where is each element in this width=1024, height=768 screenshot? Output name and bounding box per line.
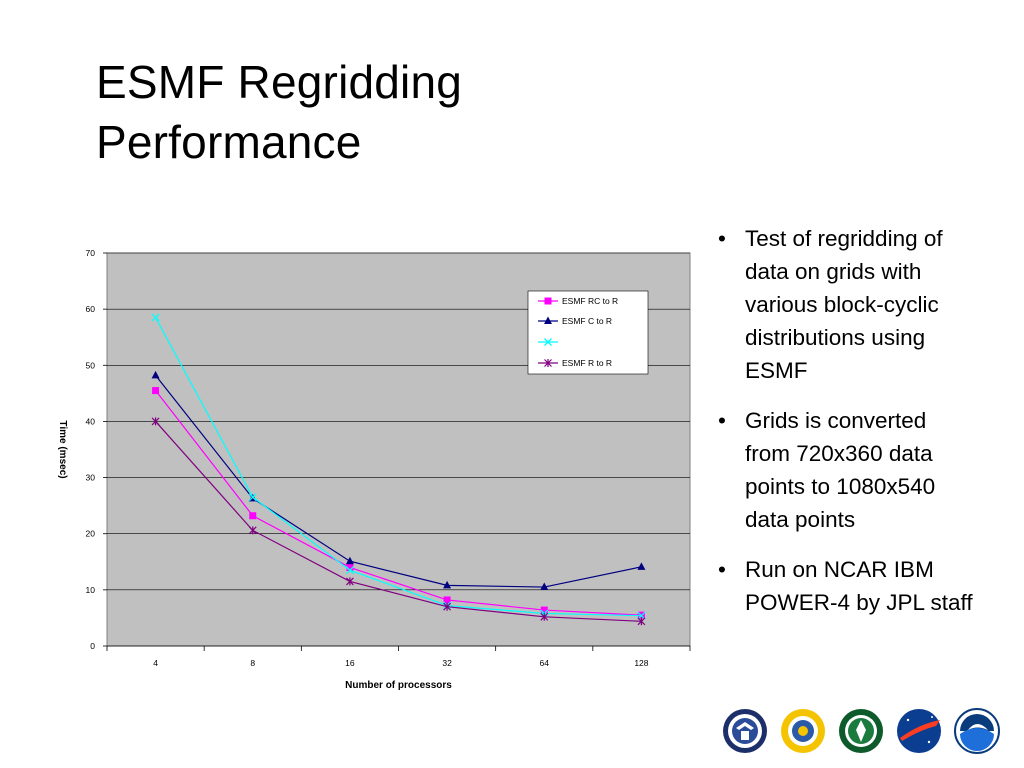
data-point	[151, 313, 160, 322]
data-point	[443, 602, 452, 611]
data-point	[637, 562, 646, 570]
y-tick-label: 40	[86, 416, 96, 426]
legend-marker	[544, 316, 552, 324]
legend-label: ESMF R to R	[562, 358, 612, 368]
y-tick-label: 0	[90, 641, 95, 651]
x-axis-label: Number of processors	[345, 680, 452, 691]
x-tick-label: 16	[345, 658, 355, 668]
legend-marker	[544, 297, 552, 305]
nasa-logo-icon	[897, 709, 941, 753]
data-point	[540, 612, 549, 621]
y-axis-label: Time (msec)	[57, 420, 68, 478]
nsf-seal-icon	[781, 709, 825, 753]
bullet-item: Grids is converted from 720x360 data poi…	[716, 404, 976, 536]
bullet-list: Test of regridding of data on grids with…	[716, 222, 976, 636]
data-point	[249, 512, 257, 520]
series-line-3	[155, 421, 642, 622]
data-point	[151, 417, 160, 426]
y-tick-label: 10	[86, 585, 96, 595]
slide-title: ESMF Regridding Performance	[96, 52, 696, 172]
data-point	[345, 577, 354, 586]
data-point	[540, 582, 549, 591]
y-tick-label: 50	[86, 360, 96, 370]
noaa-logo-icon	[954, 708, 1000, 754]
data-point	[346, 563, 354, 571]
data-point	[443, 580, 452, 589]
legend-label: ESMF RC to R	[562, 296, 618, 306]
bullet-item: Run on NCAR IBM POWER-4 by JPL staff	[716, 553, 976, 619]
x-tick-label: 8	[250, 658, 255, 668]
legend-marker	[544, 338, 552, 346]
x-tick-label: 128	[634, 658, 648, 668]
data-point	[345, 556, 354, 565]
data-point	[345, 566, 354, 575]
y-tick-label: 20	[86, 529, 96, 539]
y-tick-label: 60	[86, 304, 96, 314]
series-line-0	[155, 390, 642, 616]
y-tick-label: 70	[86, 248, 96, 258]
x-tick-label: 64	[540, 658, 550, 668]
department-of-energy-seal-icon	[839, 709, 883, 753]
bullet-item: Test of regridding of data on grids with…	[716, 222, 976, 387]
series-line-2	[155, 317, 642, 617]
data-point	[443, 596, 451, 604]
data-point	[637, 617, 646, 626]
slide-title-line1: ESMF Regridding	[96, 56, 463, 108]
series-line-1	[155, 375, 642, 588]
data-point	[248, 493, 257, 502]
data-point	[151, 370, 160, 379]
slide-title-line2: Performance	[96, 116, 362, 168]
data-point	[637, 611, 646, 620]
x-tick-label: 4	[153, 658, 158, 668]
legend-marker	[544, 359, 552, 367]
agency-logos	[722, 708, 1004, 756]
department-of-defense-seal-icon	[723, 709, 767, 753]
data-point	[248, 526, 257, 535]
data-point	[540, 606, 548, 614]
data-point	[152, 387, 160, 395]
x-tick-label: 32	[442, 658, 452, 668]
legend-label: ESMF C to R	[562, 316, 612, 326]
y-tick-label: 30	[86, 473, 96, 483]
